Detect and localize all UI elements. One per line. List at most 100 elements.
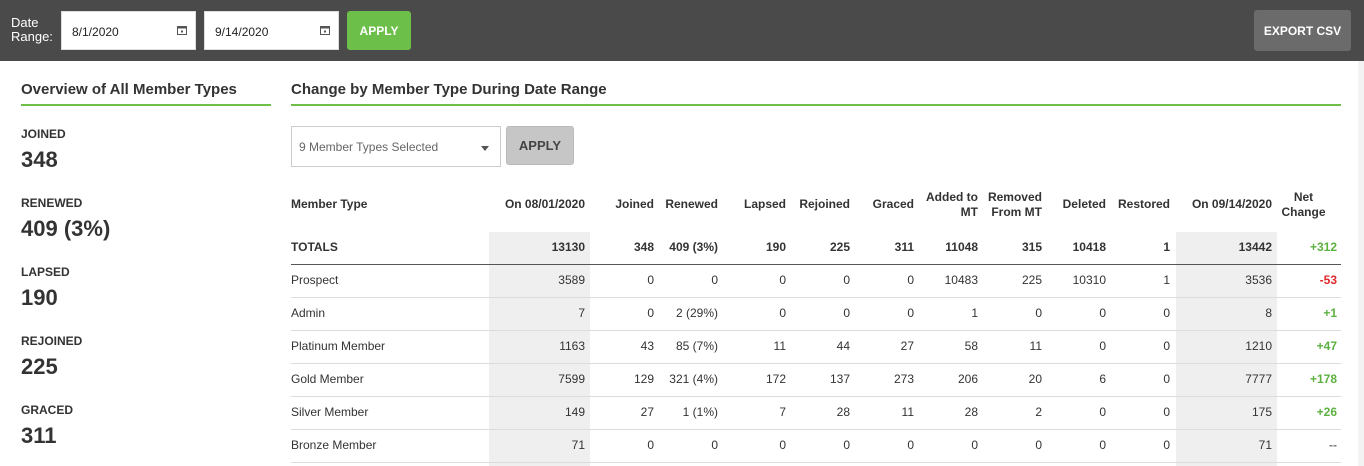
- cell-joined: 27: [640, 405, 654, 419]
- cell-member-type: Bronze Member: [291, 438, 377, 452]
- header-net-change: Net Change: [1277, 190, 1330, 220]
- cell-removed-from-mt: 0: [1035, 438, 1042, 452]
- header-graced: Graced: [872, 197, 914, 211]
- cell-graced: 0: [907, 273, 914, 287]
- cell-restored: 0: [1163, 372, 1170, 386]
- start-date-input[interactable]: 8/1/2020: [61, 11, 196, 50]
- cell-renewed: 2 (29%): [675, 306, 718, 320]
- header-removed-from-mt: Removed From MT: [982, 190, 1042, 220]
- cell-restored: 1: [1163, 240, 1170, 254]
- stat-label-renewed: RENEWED: [21, 196, 83, 210]
- date-range-label: Date Range:: [11, 16, 53, 44]
- cell-start-count: 3589: [558, 273, 585, 287]
- cell-renewed: 85 (7%): [675, 339, 718, 353]
- cell-joined: 0: [647, 438, 654, 452]
- export-csv-button[interactable]: EXPORT CSV: [1254, 10, 1351, 51]
- cell-start-count: 1163: [559, 339, 585, 353]
- cell-renewed: 0: [711, 273, 718, 287]
- header-renewed: Renewed: [665, 197, 718, 211]
- header-rejoined: Rejoined: [799, 197, 850, 211]
- stat-label-lapsed: LAPSED: [21, 265, 70, 279]
- cell-graced: 27: [900, 339, 914, 353]
- apply-filter-button[interactable]: APPLY: [506, 126, 574, 165]
- cell-lapsed: 0: [779, 273, 786, 287]
- cell-added-to-mt: 206: [957, 372, 978, 386]
- cell-restored: 0: [1163, 438, 1170, 452]
- stat-value-joined: 348: [21, 147, 58, 172]
- end-date-input[interactable]: 9/14/2020: [204, 11, 339, 50]
- row-divider: [291, 297, 1341, 298]
- cell-rejoined: 0: [843, 306, 850, 320]
- cell-renewed: 1 (1%): [682, 405, 718, 419]
- stat-value-rejoined: 225: [21, 354, 58, 379]
- toolbar: Date Range: 8/1/2020 9/14/2020 APPLY EXP…: [0, 0, 1364, 61]
- cell-lapsed: 190: [765, 240, 786, 254]
- cell-added-to-mt: 11048: [945, 240, 978, 254]
- apply-date-button[interactable]: APPLY: [347, 11, 411, 50]
- cell-start-count: 13130: [551, 240, 585, 254]
- cell-deleted: 0: [1099, 405, 1106, 419]
- member-type-select[interactable]: 9 Member Types Selected: [291, 126, 501, 167]
- cell-net-change: +178: [1309, 372, 1337, 386]
- cell-lapsed: 0: [779, 438, 786, 452]
- cell-member-type: TOTALS: [291, 240, 338, 254]
- chevron-down-icon[interactable]: [481, 146, 489, 151]
- cell-restored: 1: [1163, 273, 1170, 287]
- header-start-count: On 08/01/2020: [504, 197, 585, 211]
- cell-member-type: Silver Member: [291, 405, 369, 419]
- cell-rejoined: 225: [829, 240, 850, 254]
- cell-joined: 0: [647, 273, 654, 287]
- row-divider: [291, 396, 1341, 397]
- cell-net-change: +312: [1309, 240, 1337, 254]
- cell-restored: 0: [1163, 405, 1170, 419]
- start-date-value: 8/1/2020: [72, 25, 119, 39]
- cell-added-to-mt: 1: [971, 306, 978, 320]
- header-added-line2: MT: [960, 205, 978, 219]
- cell-removed-from-mt: 315: [1021, 240, 1042, 254]
- cell-graced: 0: [907, 438, 914, 452]
- cell-rejoined: 0: [843, 438, 850, 452]
- stat-label-graced: GRACED: [21, 403, 74, 417]
- stat-value-lapsed: 190: [21, 285, 58, 310]
- cell-renewed: 321 (4%): [669, 372, 718, 386]
- cell-restored: 0: [1163, 306, 1170, 320]
- overview-title: Overview of All Member Types: [21, 81, 237, 98]
- header-net-line1: Net: [1293, 190, 1314, 204]
- cell-end-count: 175: [1251, 405, 1272, 419]
- cell-rejoined: 137: [829, 372, 850, 386]
- cell-deleted: 10418: [1072, 240, 1106, 254]
- member-type-select-value: 9 Member Types Selected: [299, 140, 439, 154]
- calendar-icon[interactable]: [177, 25, 187, 35]
- cell-joined: 348: [633, 240, 654, 254]
- end-date-value: 9/14/2020: [215, 25, 269, 39]
- header-deleted: Deleted: [1062, 197, 1106, 211]
- cell-net-change: +26: [1316, 405, 1337, 419]
- cell-graced: 11: [901, 405, 914, 419]
- cell-deleted: 6: [1099, 372, 1106, 386]
- cell-end-count: 13442: [1238, 240, 1272, 254]
- cell-removed-from-mt: 225: [1021, 273, 1042, 287]
- cell-renewed: 0: [711, 438, 718, 452]
- header-member-type: Member Type: [291, 197, 368, 211]
- cell-graced: 273: [893, 372, 914, 386]
- cell-end-count: 8: [1265, 306, 1272, 320]
- row-divider: [291, 363, 1341, 364]
- cell-deleted: 0: [1099, 306, 1106, 320]
- cell-end-count: 3536: [1245, 273, 1272, 287]
- stat-value-graced: 311: [21, 423, 57, 448]
- cell-removed-from-mt: 11: [1029, 339, 1042, 353]
- cell-rejoined: 28: [836, 405, 850, 419]
- overview-divider: [21, 104, 271, 106]
- cell-end-count: 1210: [1245, 339, 1272, 353]
- scrollbar[interactable]: [1358, 61, 1364, 466]
- header-lapsed: Lapsed: [743, 197, 786, 211]
- cell-net-change: -53: [1319, 273, 1337, 287]
- cell-member-type: Admin: [291, 306, 326, 320]
- cell-net-change: +1: [1323, 306, 1337, 320]
- cell-deleted: 0: [1099, 438, 1106, 452]
- cell-renewed: 409 (3%): [669, 240, 718, 254]
- cell-added-to-mt: 58: [964, 339, 978, 353]
- cell-lapsed: 11: [773, 339, 786, 353]
- stat-value-renewed: 409 (3%): [21, 216, 111, 241]
- calendar-icon[interactable]: [320, 25, 330, 35]
